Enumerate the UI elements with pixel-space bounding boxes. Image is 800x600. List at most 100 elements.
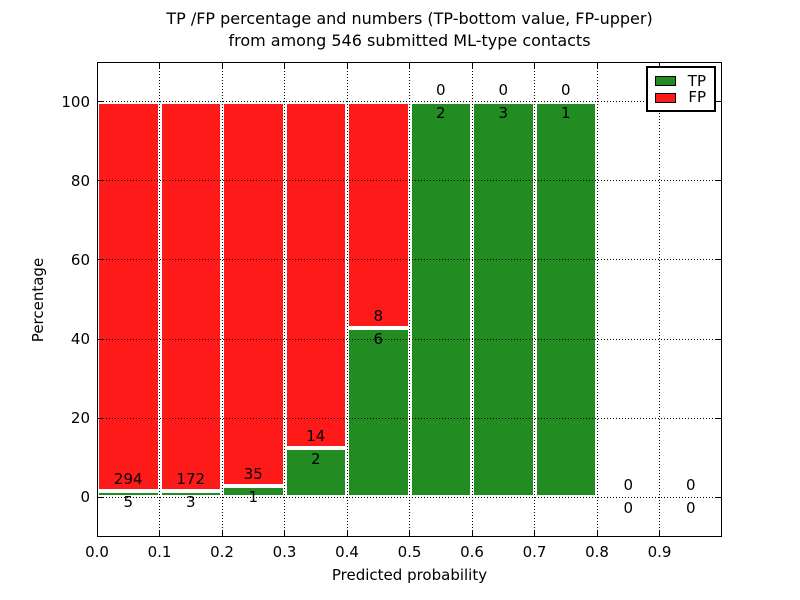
y-tick-label-0: 0 bbox=[80, 488, 90, 507]
y-tick-80 bbox=[98, 180, 103, 182]
bar-label-fp-7: 0 bbox=[560, 80, 571, 99]
y-tick-right-20 bbox=[716, 417, 721, 419]
gridline-h-80 bbox=[97, 180, 722, 182]
x-tick-label-0.0: 0.0 bbox=[85, 543, 109, 561]
x-tick-0.0 bbox=[96, 531, 98, 536]
bar-label-tp-3: 2 bbox=[310, 449, 321, 468]
gridline-v-0.1 bbox=[159, 62, 160, 537]
bar-label-tp-5: 2 bbox=[435, 103, 446, 122]
y-tick-right-60 bbox=[716, 259, 721, 261]
x-tick-top-0.3 bbox=[284, 63, 285, 68]
x-tick-top-0.7 bbox=[534, 63, 535, 68]
bar-label-tp-8: 0 bbox=[623, 499, 634, 518]
legend-item-fp: FP bbox=[655, 90, 706, 107]
x-tick-0.2 bbox=[221, 531, 223, 536]
bar-segment-fp-4 bbox=[347, 101, 410, 328]
gridline-v-0.9 bbox=[659, 62, 660, 537]
x-tick-label-0.5: 0.5 bbox=[397, 543, 422, 561]
y-tick-right-100 bbox=[716, 101, 721, 103]
y-tick-40 bbox=[98, 338, 103, 340]
legend-item-tp: TP bbox=[655, 73, 706, 90]
y-tick-20 bbox=[98, 417, 103, 419]
x-tick-0.5 bbox=[409, 531, 410, 536]
bar-segment-fp-2 bbox=[222, 101, 285, 487]
x-tick-0.4 bbox=[346, 531, 348, 536]
y-tick-0 bbox=[98, 496, 103, 498]
x-tick-0.8 bbox=[596, 531, 598, 536]
bar-segment-tp-6 bbox=[472, 101, 535, 498]
x-tick-0.7 bbox=[534, 531, 535, 536]
bar-label-fp-6: 0 bbox=[498, 80, 509, 99]
bar-segment-fp-1 bbox=[159, 101, 222, 491]
x-tick-label-0.3: 0.3 bbox=[272, 543, 297, 561]
gridline-v-0.8 bbox=[596, 62, 598, 537]
y-tick-label-100: 100 bbox=[61, 92, 90, 111]
bar-segment-tp-2 bbox=[222, 486, 285, 498]
y-tick-right-80 bbox=[716, 180, 721, 182]
x-tick-top-0.1 bbox=[159, 63, 160, 68]
gridline-h-100 bbox=[97, 101, 722, 103]
x-tick-0.6 bbox=[471, 531, 473, 536]
y-tick-right-40 bbox=[716, 338, 721, 340]
gridline-v-0.5 bbox=[409, 62, 410, 537]
x-tick-label-0.8: 0.8 bbox=[585, 543, 609, 561]
y-tick-label-60: 60 bbox=[70, 250, 90, 269]
bar-label-tp-9: 0 bbox=[685, 499, 696, 518]
legend-label-fp: FP bbox=[688, 88, 706, 107]
x-tick-top-0.5 bbox=[409, 63, 410, 68]
x-tick-label-0.9: 0.9 bbox=[647, 543, 672, 561]
x-tick-label-0.7: 0.7 bbox=[522, 543, 547, 561]
gridline-h-20 bbox=[97, 417, 722, 419]
bar-label-tp-2: 1 bbox=[248, 488, 259, 507]
x-tick-top-0.4 bbox=[346, 63, 348, 68]
x-tick-label-0.2: 0.2 bbox=[210, 543, 234, 561]
y-tick-right-0 bbox=[716, 496, 721, 498]
bar-label-fp-5: 0 bbox=[435, 80, 446, 99]
bar-segment-tp-3 bbox=[284, 447, 347, 498]
gridline-h-0 bbox=[97, 496, 722, 498]
plot-border bbox=[97, 62, 722, 537]
x-tick-top-0.9 bbox=[659, 63, 660, 68]
y-tick-100 bbox=[98, 101, 103, 103]
bar-segment-tp-4 bbox=[347, 327, 410, 498]
x-axis-label: Predicted probability bbox=[331, 566, 488, 584]
bar-label-fp-2: 35 bbox=[243, 465, 263, 484]
gridline-v-0.7 bbox=[534, 62, 535, 537]
chart-title-line1: TP /FP percentage and numbers (TP-bottom… bbox=[166, 9, 653, 28]
bar-label-tp-4: 6 bbox=[373, 329, 384, 348]
y-tick-label-20: 20 bbox=[70, 409, 90, 428]
gridline-v-0.2 bbox=[221, 62, 223, 537]
bar-segment-fp-0 bbox=[97, 101, 160, 491]
gridline-h-40 bbox=[97, 338, 722, 340]
gridline-v-0.4 bbox=[346, 62, 348, 537]
x-tick-0.9 bbox=[659, 531, 660, 536]
bar-label-fp-4: 8 bbox=[373, 306, 384, 325]
x-tick-top-0.0 bbox=[96, 63, 98, 68]
legend-label-tp: TP bbox=[687, 71, 706, 90]
gridline-v-0.6 bbox=[471, 62, 473, 537]
x-tick-0.3 bbox=[284, 531, 285, 536]
x-tick-top-0.6 bbox=[471, 63, 473, 68]
x-tick-0.1 bbox=[159, 531, 160, 536]
bar-segment-tp-5 bbox=[409, 101, 472, 498]
bar-label-fp-9: 0 bbox=[685, 476, 696, 495]
gridline-h-60 bbox=[97, 259, 722, 261]
y-tick-label-40: 40 bbox=[70, 330, 90, 349]
legend-swatch-fp bbox=[655, 92, 677, 103]
y-tick-label-80: 80 bbox=[70, 171, 90, 190]
bar-label-tp-1: 3 bbox=[185, 492, 196, 511]
bar-segment-tp-1 bbox=[159, 490, 222, 498]
legend-box: TP FP bbox=[646, 66, 716, 112]
bar-label-tp-0: 5 bbox=[123, 492, 134, 511]
x-tick-label-0.4: 0.4 bbox=[335, 543, 359, 561]
x-tick-label-0.6: 0.6 bbox=[460, 543, 484, 561]
chart-title-line2: from among 546 submitted ML-type contact… bbox=[228, 31, 591, 50]
x-tick-top-0.2 bbox=[221, 63, 223, 68]
x-tick-top-0.8 bbox=[596, 63, 598, 68]
bar-segment-tp-7 bbox=[534, 101, 597, 498]
bar-label-fp-0: 294 bbox=[113, 469, 143, 488]
y-tick-60 bbox=[98, 259, 103, 261]
bar-segment-fp-3 bbox=[284, 101, 347, 448]
bar-label-tp-7: 1 bbox=[560, 103, 571, 122]
